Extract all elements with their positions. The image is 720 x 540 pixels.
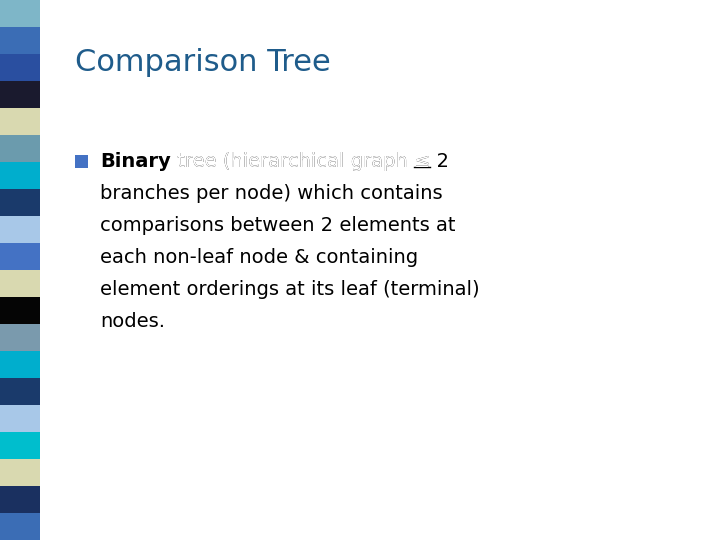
- Text: tree (hierarchical graph: tree (hierarchical graph: [171, 152, 414, 171]
- Bar: [75, 155, 88, 168]
- Text: branches per node) which contains: branches per node) which contains: [100, 184, 443, 203]
- Bar: [0, 189, 40, 216]
- Text: ≤: ≤: [414, 152, 430, 171]
- Bar: [0, 270, 40, 297]
- Bar: [0, 162, 40, 189]
- Bar: [0, 324, 40, 351]
- Bar: [0, 81, 40, 108]
- Bar: [0, 297, 40, 324]
- Bar: [0, 135, 40, 162]
- Bar: [0, 108, 40, 135]
- Text: comparisons between 2 elements at: comparisons between 2 elements at: [100, 216, 456, 235]
- Bar: [0, 54, 40, 81]
- Text: Binary: Binary: [100, 152, 171, 171]
- Text: each non-leaf node & containing: each non-leaf node & containing: [100, 248, 418, 267]
- Bar: [0, 216, 40, 243]
- Bar: [0, 378, 40, 405]
- Bar: [0, 486, 40, 513]
- Bar: [0, 27, 40, 54]
- Text: Comparison Tree: Comparison Tree: [75, 48, 330, 77]
- Text: element orderings at its leaf (terminal): element orderings at its leaf (terminal): [100, 280, 480, 299]
- Bar: [0, 513, 40, 540]
- Bar: [0, 405, 40, 432]
- Text: nodes.: nodes.: [100, 312, 165, 331]
- Bar: [0, 243, 40, 270]
- Bar: [0, 0, 40, 27]
- Bar: [0, 432, 40, 459]
- Bar: [0, 351, 40, 378]
- Bar: [0, 459, 40, 486]
- Text: tree (hierarchical graph ≤ 2: tree (hierarchical graph ≤ 2: [171, 152, 449, 171]
